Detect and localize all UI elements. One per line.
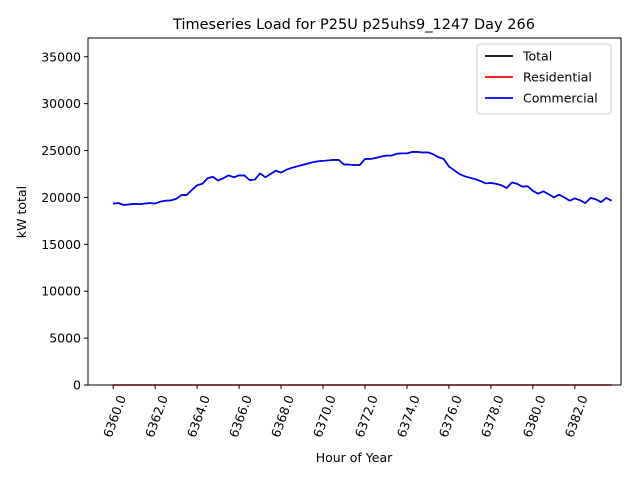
legend-label-commercial: Commercial [523,91,598,106]
y-tick-label: 25000 [41,143,81,158]
y-tick-label: 0 [73,378,81,393]
y-tick-label: 30000 [41,96,81,111]
plot-frame [87,37,622,386]
legend-label-total: Total [522,49,552,64]
y-tick-label: 15000 [41,237,81,252]
series-line-commercial [113,151,612,206]
chart-title: Timeseries Load for P25U p25uhs9_1247 Da… [172,17,535,33]
y-tick-label: 5000 [49,331,81,346]
legend: Total Residential Commercial [476,43,612,115]
y-tick-label: 35000 [41,49,81,64]
y-axis: 0 5000 10000 15000 20000 25000 30000 35000 [41,49,88,393]
y-axis-label: kW total [14,186,29,238]
legend-label-residential: Residential [523,70,592,85]
y-tick-label: 20000 [41,190,81,205]
legend-box [476,43,612,115]
x-axis-label: Hour of Year [316,450,393,465]
y-tick-label: 10000 [41,284,81,299]
